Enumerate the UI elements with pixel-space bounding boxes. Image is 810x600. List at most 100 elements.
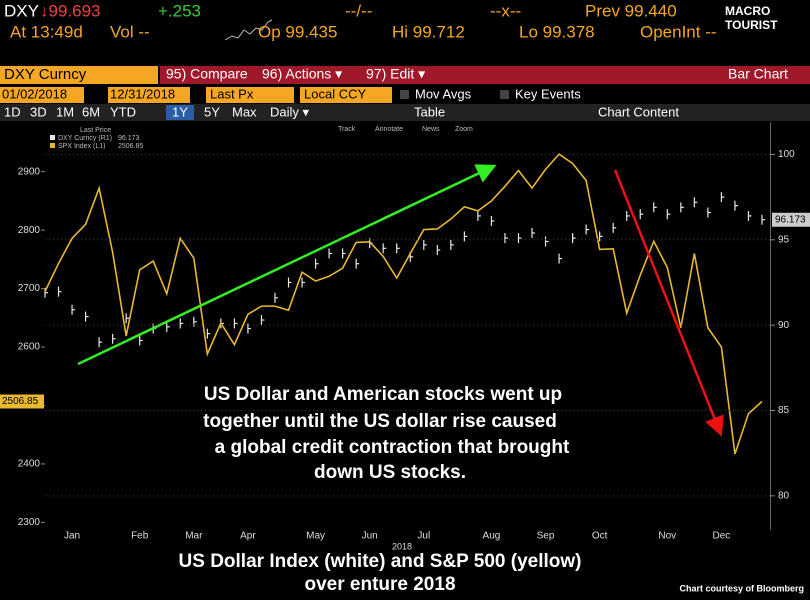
- price-bar: [463, 231, 468, 242]
- y-tick-label: 2600: [18, 342, 41, 353]
- price-bar: [274, 292, 278, 303]
- size: --x--: [490, 1, 521, 20]
- price-bar: [57, 286, 62, 297]
- ccy-box[interactable]: [300, 87, 392, 103]
- price-bar: [707, 207, 711, 218]
- last-value-box: [772, 212, 810, 227]
- y-tick-label: 2800: [18, 225, 41, 236]
- arrow: [613, 169, 724, 437]
- price-bar: [112, 333, 116, 344]
- toolbar-button[interactable]: 6M: [82, 104, 100, 119]
- y2-tick-label: 90: [778, 320, 790, 331]
- security[interactable]: DXY Curncy: [4, 66, 87, 83]
- toolbar-button[interactable]: 1M: [56, 104, 74, 119]
- legend-entry: DXY Curncy (R1): [58, 135, 112, 142]
- last-value: 96.173: [775, 214, 806, 225]
- line: [44, 153, 763, 455]
- y-tick-label: 2700: [18, 283, 41, 294]
- price-bar: [71, 304, 76, 315]
- price-bar: [396, 243, 400, 254]
- checkbox[interactable]: [500, 90, 509, 99]
- x-tick-label: Feb: [131, 531, 149, 542]
- chart-title: over enture 2018: [304, 574, 455, 595]
- toolbar-button[interactable]: 1Y: [172, 104, 188, 119]
- field[interactable]: Last Px: [210, 86, 254, 101]
- menu-item[interactable]: 97) Edit ▾: [366, 66, 425, 82]
- tool[interactable]: News: [422, 126, 440, 133]
- currency[interactable]: Local CCY: [304, 86, 366, 101]
- open: Op 99.435: [258, 22, 337, 41]
- legend-title: Last Price: [80, 127, 111, 134]
- option[interactable]: Key Events: [515, 86, 581, 101]
- price-bar: [179, 318, 184, 329]
- price-bar: [477, 210, 481, 221]
- price-bar: [504, 233, 508, 244]
- x-axis-label: 2018: [392, 541, 412, 551]
- security-box[interactable]: [0, 66, 158, 84]
- toolbar-button[interactable]: Table: [414, 104, 445, 119]
- price-bar: [531, 227, 536, 238]
- price-bar: [747, 210, 752, 221]
- price-bar: [436, 245, 441, 256]
- tool[interactable]: Zoom: [455, 126, 473, 133]
- date-box[interactable]: [0, 87, 84, 103]
- y2-tick-label: 95: [778, 234, 790, 245]
- price-bar: [612, 222, 617, 233]
- price-bar: [98, 337, 103, 348]
- toolbar-button[interactable]: 5Y: [204, 104, 220, 119]
- toolbar: [0, 104, 810, 121]
- price-bar: [639, 209, 644, 220]
- price-bar: [166, 321, 170, 332]
- axis-border: [770, 122, 771, 530]
- plot: [44, 153, 765, 455]
- y2-tick-label: 100: [778, 149, 795, 160]
- price-bar: [328, 248, 333, 259]
- toolbar-button[interactable]: 1D: [4, 104, 21, 119]
- start-date[interactable]: 01/02/2018: [2, 86, 67, 101]
- change: +.253: [158, 1, 201, 20]
- price-bar: [342, 248, 346, 259]
- tool[interactable]: Track: [338, 126, 356, 133]
- logo: MACRO: [725, 4, 770, 18]
- toolbar-button[interactable]: 3D: [30, 104, 47, 119]
- prev: Prev 99.440: [585, 1, 677, 20]
- annotation: US Dollar and American stocks went up: [204, 384, 562, 405]
- price-bar: [734, 200, 738, 211]
- option[interactable]: Mov Avgs: [415, 86, 472, 101]
- time: At 13:49d: [10, 22, 83, 41]
- x-tick-label: Aug: [483, 531, 501, 542]
- menu-item[interactable]: 95) Compare: [166, 66, 248, 82]
- x-tick-label: Jun: [362, 531, 378, 542]
- field-box[interactable]: [206, 87, 294, 103]
- price-bar: [450, 239, 454, 250]
- price-bar: [139, 335, 143, 346]
- low: Lo 99.378: [519, 22, 595, 41]
- x-tick-label: Nov: [658, 531, 676, 542]
- x-tick-label: Jul: [417, 531, 430, 542]
- checkbox[interactable]: [400, 90, 409, 99]
- ticker: DXY: [4, 1, 39, 20]
- date-box[interactable]: [108, 87, 190, 103]
- price-bar: [720, 192, 725, 203]
- toolbar-button[interactable]: YTD: [110, 104, 136, 119]
- price-bar: [301, 277, 306, 288]
- price-bar: [666, 209, 671, 220]
- chart-type: Bar Chart: [728, 66, 788, 82]
- price-bar: [382, 243, 387, 254]
- tool[interactable]: Annotate: [375, 126, 403, 133]
- end-date[interactable]: 12/31/2018: [110, 86, 175, 101]
- logo: TOURIST: [725, 18, 778, 32]
- price-bar: [585, 224, 590, 235]
- annotation: together until the US dollar rise caused: [203, 411, 557, 432]
- y-tick-label: 2300: [18, 517, 41, 528]
- toolbar-button[interactable]: Chart Content: [598, 104, 679, 119]
- toolbar-button[interactable]: Max: [232, 104, 257, 119]
- credit: Chart courtesy of Bloomberg: [679, 583, 804, 593]
- annotation: a global credit contraction that brought: [215, 437, 570, 458]
- legend-value: 2506.85: [118, 143, 143, 150]
- menu-item[interactable]: 96) Actions ▾: [262, 66, 342, 82]
- price-bar: [233, 318, 238, 329]
- toolbar-button[interactable]: Daily ▾: [270, 104, 310, 119]
- legend-entry: SPX Index (L1): [58, 143, 105, 150]
